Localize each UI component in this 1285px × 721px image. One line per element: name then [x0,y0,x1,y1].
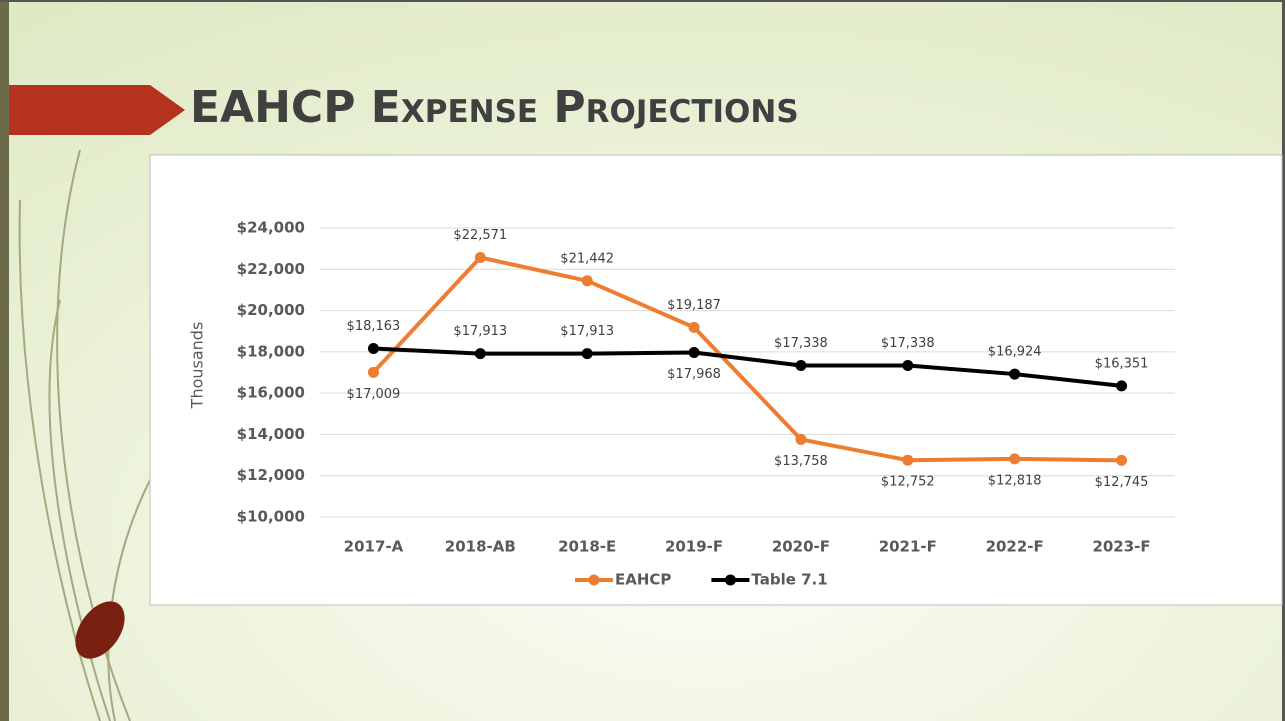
title-arrow [9,85,185,135]
data-label: $13,758 [774,454,828,469]
series-line [373,346,1122,388]
point [688,347,700,359]
legend-label: Table 7.1 [751,571,827,589]
left-strip [0,0,9,721]
x-tick-label: 2021-F [879,538,937,556]
y-tick-label: $22,000 [237,260,305,278]
slide-title: EAHCP Expense Projections [190,82,799,133]
point [474,251,486,263]
data-label: $22,571 [453,228,507,243]
point [688,321,700,333]
point [581,348,593,360]
data-label: $16,924 [988,345,1042,360]
legend-marker [724,574,736,586]
y-tick-label: $24,000 [237,219,305,237]
right-edge [1282,0,1285,721]
point [1116,380,1128,392]
x-tick-label: 2018-AB [445,538,516,556]
point [581,275,593,287]
data-label: $21,442 [560,251,614,266]
series-line [371,255,1122,463]
point [1009,453,1021,465]
x-tick-label: 2022-F [986,538,1044,556]
y-tick-label: $14,000 [237,425,305,443]
data-label: $12,745 [1095,475,1149,490]
point [902,454,914,466]
point [474,348,486,360]
point [1116,454,1128,466]
data-label: $17,968 [667,367,721,382]
point [367,342,379,354]
x-tick-label: 2017-A [344,538,404,556]
x-tick-label: 2019-F [665,538,723,556]
data-label: $17,338 [881,336,935,351]
y-tick-label: $18,000 [237,342,305,360]
data-label: $17,338 [774,336,828,351]
point [795,433,807,445]
x-tick-label: 2020-F [772,538,830,556]
y-tick-label: $16,000 [237,384,305,402]
x-tick-label: 2018-E [558,538,616,556]
data-label: $19,187 [667,298,721,313]
x-tick-label: 2023-F [1092,538,1150,556]
data-label: $17,009 [347,387,401,402]
data-label: $12,752 [881,475,935,490]
data-label: $17,913 [453,324,507,339]
point [367,366,379,378]
data-label: $16,351 [1095,356,1149,371]
top-edge [0,0,1285,2]
point [902,360,914,372]
point [1009,368,1021,380]
y-tick-label: $20,000 [237,301,305,319]
legend-marker [588,574,600,586]
legend-label: EAHCP [615,571,671,589]
chart-area [149,154,1283,606]
y-tick-label: $10,000 [237,508,305,526]
data-label: $12,818 [988,473,1042,488]
y-tick-label: $12,000 [237,466,305,484]
plot: $10,000 $12,000 $14,000 $16,000 $18,000 $20,0… [237,219,1175,589]
beetle [75,601,125,659]
data-label: $17,913 [560,324,614,339]
y-axis-label: Thousands [188,322,207,410]
point [795,360,807,372]
data-label: $18,163 [347,319,401,334]
